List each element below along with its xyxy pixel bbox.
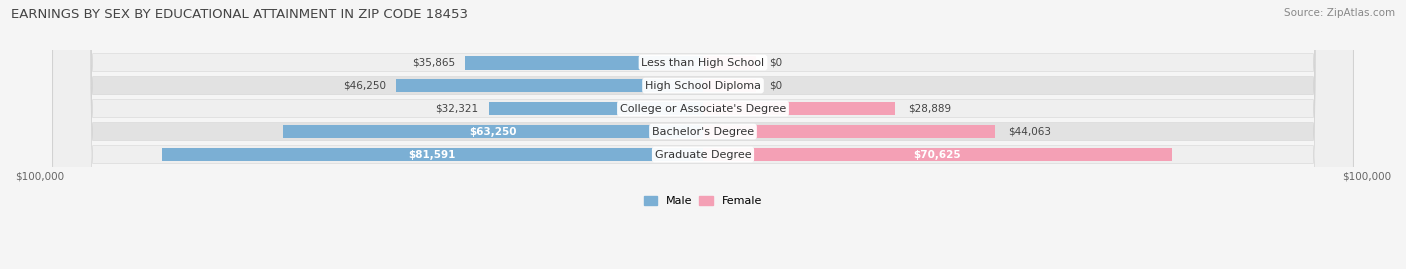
Text: $0: $0 <box>769 81 783 91</box>
Text: $46,250: $46,250 <box>343 81 387 91</box>
FancyBboxPatch shape <box>53 0 1353 269</box>
Bar <box>703 79 756 93</box>
Text: High School Diploma: High School Diploma <box>645 81 761 91</box>
Text: $35,865: $35,865 <box>412 58 456 68</box>
Text: $44,063: $44,063 <box>1008 126 1052 137</box>
Bar <box>703 56 756 69</box>
Bar <box>703 148 1171 161</box>
Text: $32,321: $32,321 <box>436 104 478 114</box>
Text: Graduate Degree: Graduate Degree <box>655 150 751 160</box>
Bar <box>162 148 703 161</box>
Text: $81,591: $81,591 <box>409 150 456 160</box>
Text: Less than High School: Less than High School <box>641 58 765 68</box>
Text: Bachelor's Degree: Bachelor's Degree <box>652 126 754 137</box>
Bar <box>396 79 703 93</box>
Text: $63,250: $63,250 <box>470 126 517 137</box>
Bar <box>703 102 894 115</box>
Bar <box>284 125 703 139</box>
Text: Source: ZipAtlas.com: Source: ZipAtlas.com <box>1284 8 1395 18</box>
Bar <box>465 56 703 69</box>
Text: $28,889: $28,889 <box>908 104 950 114</box>
Legend: Male, Female: Male, Female <box>640 192 766 211</box>
Bar <box>703 125 995 139</box>
Bar <box>488 102 703 115</box>
Text: College or Associate's Degree: College or Associate's Degree <box>620 104 786 114</box>
Text: $70,625: $70,625 <box>914 150 962 160</box>
FancyBboxPatch shape <box>53 0 1353 269</box>
Text: $0: $0 <box>769 58 783 68</box>
FancyBboxPatch shape <box>53 0 1353 269</box>
FancyBboxPatch shape <box>53 0 1353 269</box>
Text: EARNINGS BY SEX BY EDUCATIONAL ATTAINMENT IN ZIP CODE 18453: EARNINGS BY SEX BY EDUCATIONAL ATTAINMEN… <box>11 8 468 21</box>
FancyBboxPatch shape <box>53 0 1353 269</box>
